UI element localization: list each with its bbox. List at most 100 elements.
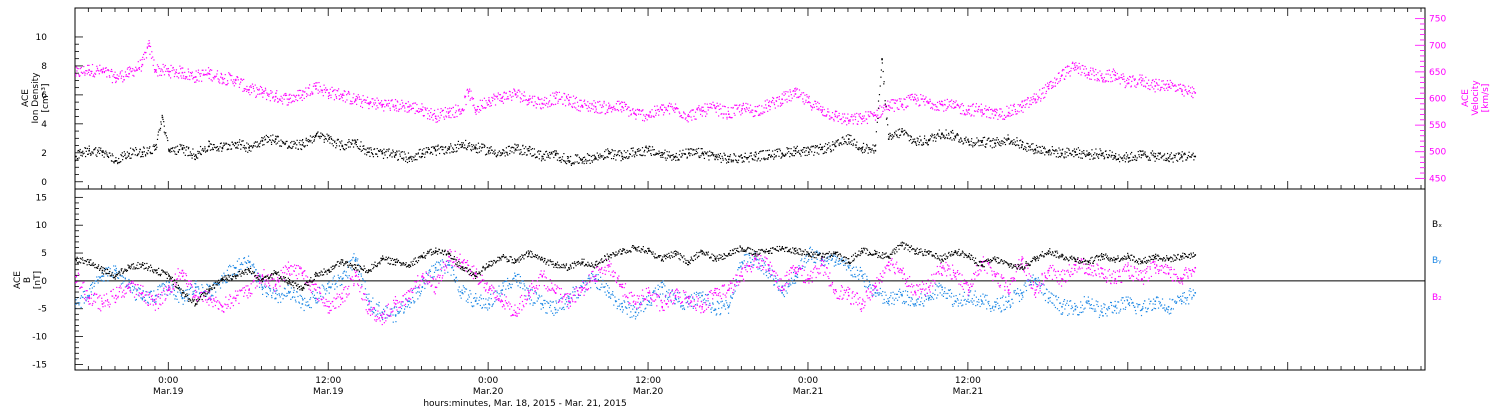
data-point: [872, 144, 874, 146]
data-point: [322, 134, 324, 136]
data-point: [235, 78, 237, 80]
data-point: [786, 98, 788, 100]
data-point: [894, 102, 897, 104]
data-point: [141, 297, 144, 300]
data-point: [923, 101, 925, 103]
data-point: [1033, 153, 1035, 155]
data-point: [646, 114, 648, 116]
data-point: [639, 154, 641, 156]
data-point: [887, 100, 889, 102]
data-point: [699, 113, 702, 116]
data-point: [1054, 82, 1057, 84]
data-point: [217, 148, 219, 151]
data-point: [287, 284, 289, 287]
data-point: [182, 67, 184, 69]
data-point: [853, 115, 855, 117]
data-point: [124, 153, 126, 155]
data-point: [772, 96, 774, 99]
data-point: [522, 288, 524, 290]
data-point: [280, 95, 282, 97]
data-point: [670, 103, 672, 105]
data-point: [135, 148, 138, 151]
data-point: [987, 138, 989, 140]
data-point: [622, 158, 624, 160]
data-point: [216, 70, 219, 72]
data-point: [424, 287, 426, 290]
data-point: [706, 294, 709, 296]
data-point: [286, 140, 288, 142]
data-point: [470, 301, 472, 304]
data-point: [1087, 154, 1090, 156]
data-point: [263, 90, 265, 92]
data-point: [502, 282, 504, 284]
data-point: [1086, 154, 1089, 156]
data-point: [492, 303, 494, 305]
data-point: [270, 141, 273, 143]
data-point: [262, 287, 264, 289]
data-point: [161, 69, 163, 71]
data-point: [1133, 156, 1135, 158]
data-point: [1052, 86, 1054, 89]
data-point: [1039, 152, 1041, 154]
data-point: [1184, 89, 1186, 91]
data-point: [419, 293, 422, 295]
data-point: [151, 51, 153, 53]
data-point: [492, 97, 494, 99]
data-point: [687, 306, 689, 308]
data-point: [247, 151, 249, 153]
data-point: [1168, 86, 1170, 89]
data-point: [138, 287, 140, 289]
data-point: [447, 264, 449, 266]
data-point: [335, 96, 337, 98]
data-point: [493, 291, 495, 294]
data-point: [209, 143, 211, 145]
data-point: [459, 294, 461, 297]
data-point: [867, 152, 869, 154]
data-point: [238, 269, 240, 271]
data-point: [429, 152, 431, 155]
data-point: [962, 110, 964, 112]
data-point: [705, 152, 707, 155]
data-point: [524, 151, 526, 154]
data-point: [465, 300, 467, 302]
data-point: [372, 156, 375, 158]
data-point: [248, 146, 250, 148]
data-point: [804, 146, 806, 149]
data-point: [667, 296, 669, 299]
data-point: [1116, 78, 1118, 81]
data-point: [391, 308, 393, 310]
data-point: [428, 109, 430, 112]
data-point: [655, 153, 657, 155]
data-point: [628, 304, 630, 306]
data-point: [923, 137, 926, 140]
data-point: [233, 79, 235, 81]
data-point: [827, 147, 829, 149]
data-point: [1003, 137, 1005, 139]
data-point: [112, 155, 114, 157]
data-point: [525, 295, 527, 297]
data-point: [384, 99, 386, 101]
data-point: [92, 282, 94, 284]
data-point: [488, 99, 490, 102]
data-point: [690, 110, 692, 112]
data-point: [114, 71, 116, 73]
data-point: [250, 85, 252, 87]
data-point: [1158, 84, 1160, 86]
data-point: [705, 115, 707, 117]
data-point: [979, 140, 981, 142]
data-point: [552, 301, 554, 303]
data-point: [411, 160, 413, 162]
data-point: [264, 285, 266, 287]
data-point: [309, 306, 311, 309]
data-point: [899, 134, 901, 137]
data-point: [1095, 74, 1097, 76]
data-point: [324, 138, 327, 140]
data-point: [934, 136, 936, 138]
data-point: [327, 135, 329, 137]
data-point: [136, 154, 139, 157]
data-point: [1063, 69, 1065, 71]
data-point: [689, 155, 691, 157]
data-point: [1182, 84, 1184, 86]
data-point: [1014, 108, 1016, 111]
data-point: [677, 159, 679, 161]
